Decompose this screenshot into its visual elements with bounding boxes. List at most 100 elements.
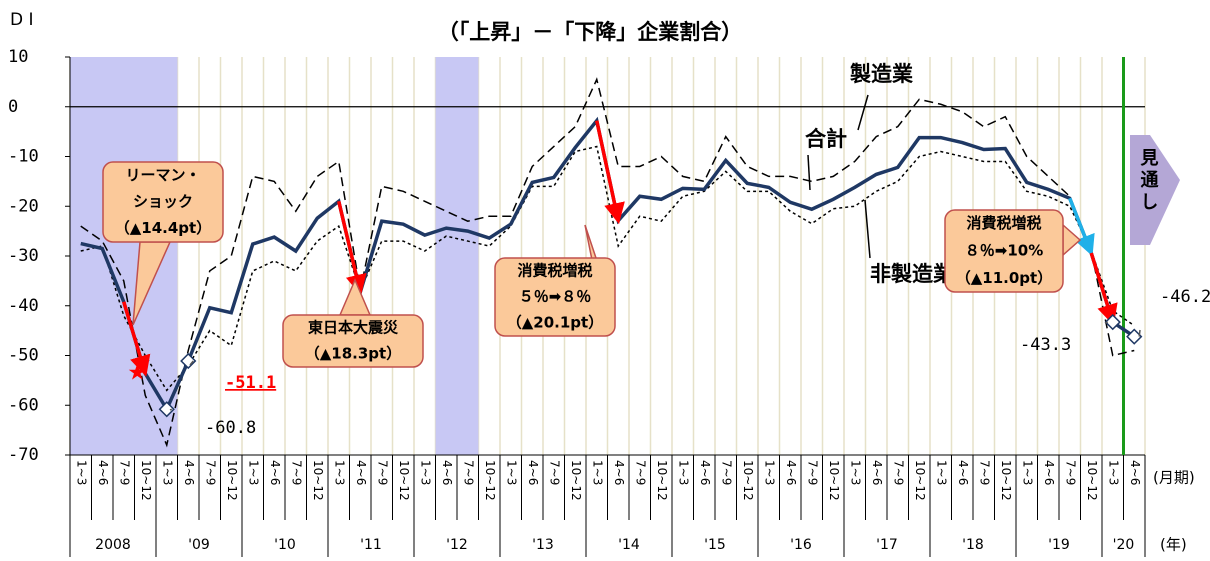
x-tick-label: 4~6 [870,460,884,485]
x-tick-label: 1~3 [74,460,88,485]
x-tick-label: 7~9 [633,460,647,485]
x-tick-label: 4~6 [268,460,282,485]
value-label: -46.2 [1160,287,1210,307]
x-tick-label: 1~3 [676,460,690,485]
year-label: '14 [618,537,640,553]
x-tick-label: 4~6 [698,460,712,485]
callout-text: ８％➡10% [965,242,1043,260]
x-tick-label: 1~3 [332,460,346,485]
y-tick-label: -20 [8,196,39,216]
year-label: '18 [962,537,984,553]
callout-text: （▲14.4pt） [115,219,211,237]
y-tick-label: -60 [8,395,39,415]
x-tick-label: 10~12 [655,460,669,501]
x-tick-label: 7~9 [719,460,733,485]
x-tick-label: 10~12 [225,460,239,501]
x-tick-label: 10~12 [827,460,841,501]
y-tick-label: -50 [8,346,39,366]
x-tick-label: 1~3 [418,460,432,485]
callout-join [948,213,1060,289]
drop-arrow [337,200,367,296]
x-tick-label: 7~9 [117,460,131,485]
x-tick-label: 1~3 [504,460,518,485]
drop-arrow [595,120,625,225]
x-tick-label: 10~12 [913,460,927,501]
x-tick-label: 1~3 [848,460,862,485]
x-tick-label: 7~9 [977,460,991,485]
x-tick-label: 7~9 [375,460,389,485]
year-label: '16 [790,537,812,553]
x-tick-label: 7~9 [547,460,561,485]
series-name: 製造業 [849,62,914,86]
series-leader [807,154,811,191]
x-tick-label: 10~12 [741,460,755,501]
callout-pointer [338,278,372,316]
point-marker [1104,314,1121,331]
x-tick-label: 4~6 [354,460,368,485]
x-tick-label: 10~12 [139,460,153,501]
year-label: 2008 [95,537,131,553]
x-tick-label: 7~9 [289,460,303,485]
x-tick-label: 7~9 [461,460,475,485]
y-axis-label: D I [10,10,34,30]
x-tick-label: 4~6 [612,460,626,485]
x-tick-label: 7~9 [891,460,905,485]
callout-text: （▲11.0pt） [956,269,1052,287]
series-name: 非製造業 [870,262,955,286]
x-tick-label: 1~3 [1106,460,1120,485]
y-tick-label: -10 [8,147,39,167]
x-tick-label: 10~12 [569,460,583,501]
x-tick-label: 1~3 [762,460,776,485]
x-tick-label: 10~12 [397,460,411,501]
callout-join [286,318,420,364]
point-marker [158,401,175,418]
value-label: -51.1 [225,373,276,393]
label-leader [1138,329,1141,337]
callout-join [498,261,612,333]
year-label: '13 [532,537,554,553]
value-label: -43.3 [1020,335,1071,355]
x-tick-label: 1~3 [590,460,604,485]
x-tick-label: 4~6 [440,460,454,485]
x-tick-label: 10~12 [483,460,497,501]
drop-arrow [1089,252,1118,326]
point-marker [1126,328,1143,345]
x-tick-label: 1~3 [1020,460,1034,485]
drop-arrow [1068,197,1095,257]
point-marker [180,352,197,370]
series-line [80,77,1135,448]
year-label: '17 [876,537,898,553]
series-leader [864,199,871,259]
x-tick-label: 4~6 [526,460,540,485]
callout-text: 東日本大震災 [308,319,399,337]
y-tick-label: -40 [8,296,39,316]
forecast-arrow [1130,135,1180,245]
shaded-period [435,57,479,455]
callout-text: ショック [133,193,193,211]
x-tick-label: 4~6 [784,460,798,485]
callout-text: （▲20.1pt） [507,314,603,332]
x-tick-label: 7~9 [1063,460,1077,485]
x-tick-label: 7~9 [805,460,819,485]
label-leader [189,360,194,366]
x-tick-label: 10~12 [311,460,325,501]
callout-pointer [1062,223,1082,257]
callout-text: （▲18.3pt） [305,345,401,363]
x-tick-label: 7~9 [203,460,217,485]
year-label: '09 [188,537,210,553]
year-label: '11 [360,537,382,553]
callout-text: リーマン・ [125,166,200,184]
x-unit: (月期) [1153,469,1195,487]
y-tick-label: 10 [8,47,28,67]
x-tick-label: 4~6 [96,460,110,485]
star-marker: ★ [127,360,147,385]
year-label: '20 [1113,537,1135,553]
year-label: '10 [274,537,296,553]
y-tick-label: -70 [8,445,39,465]
x-tick-label: 4~6 [1042,460,1056,485]
year-label: '15 [704,537,726,553]
x-tick-label: 10~12 [999,460,1013,501]
y-tick-label: -30 [8,246,39,266]
callout-text: 消費税増税 [517,262,592,280]
